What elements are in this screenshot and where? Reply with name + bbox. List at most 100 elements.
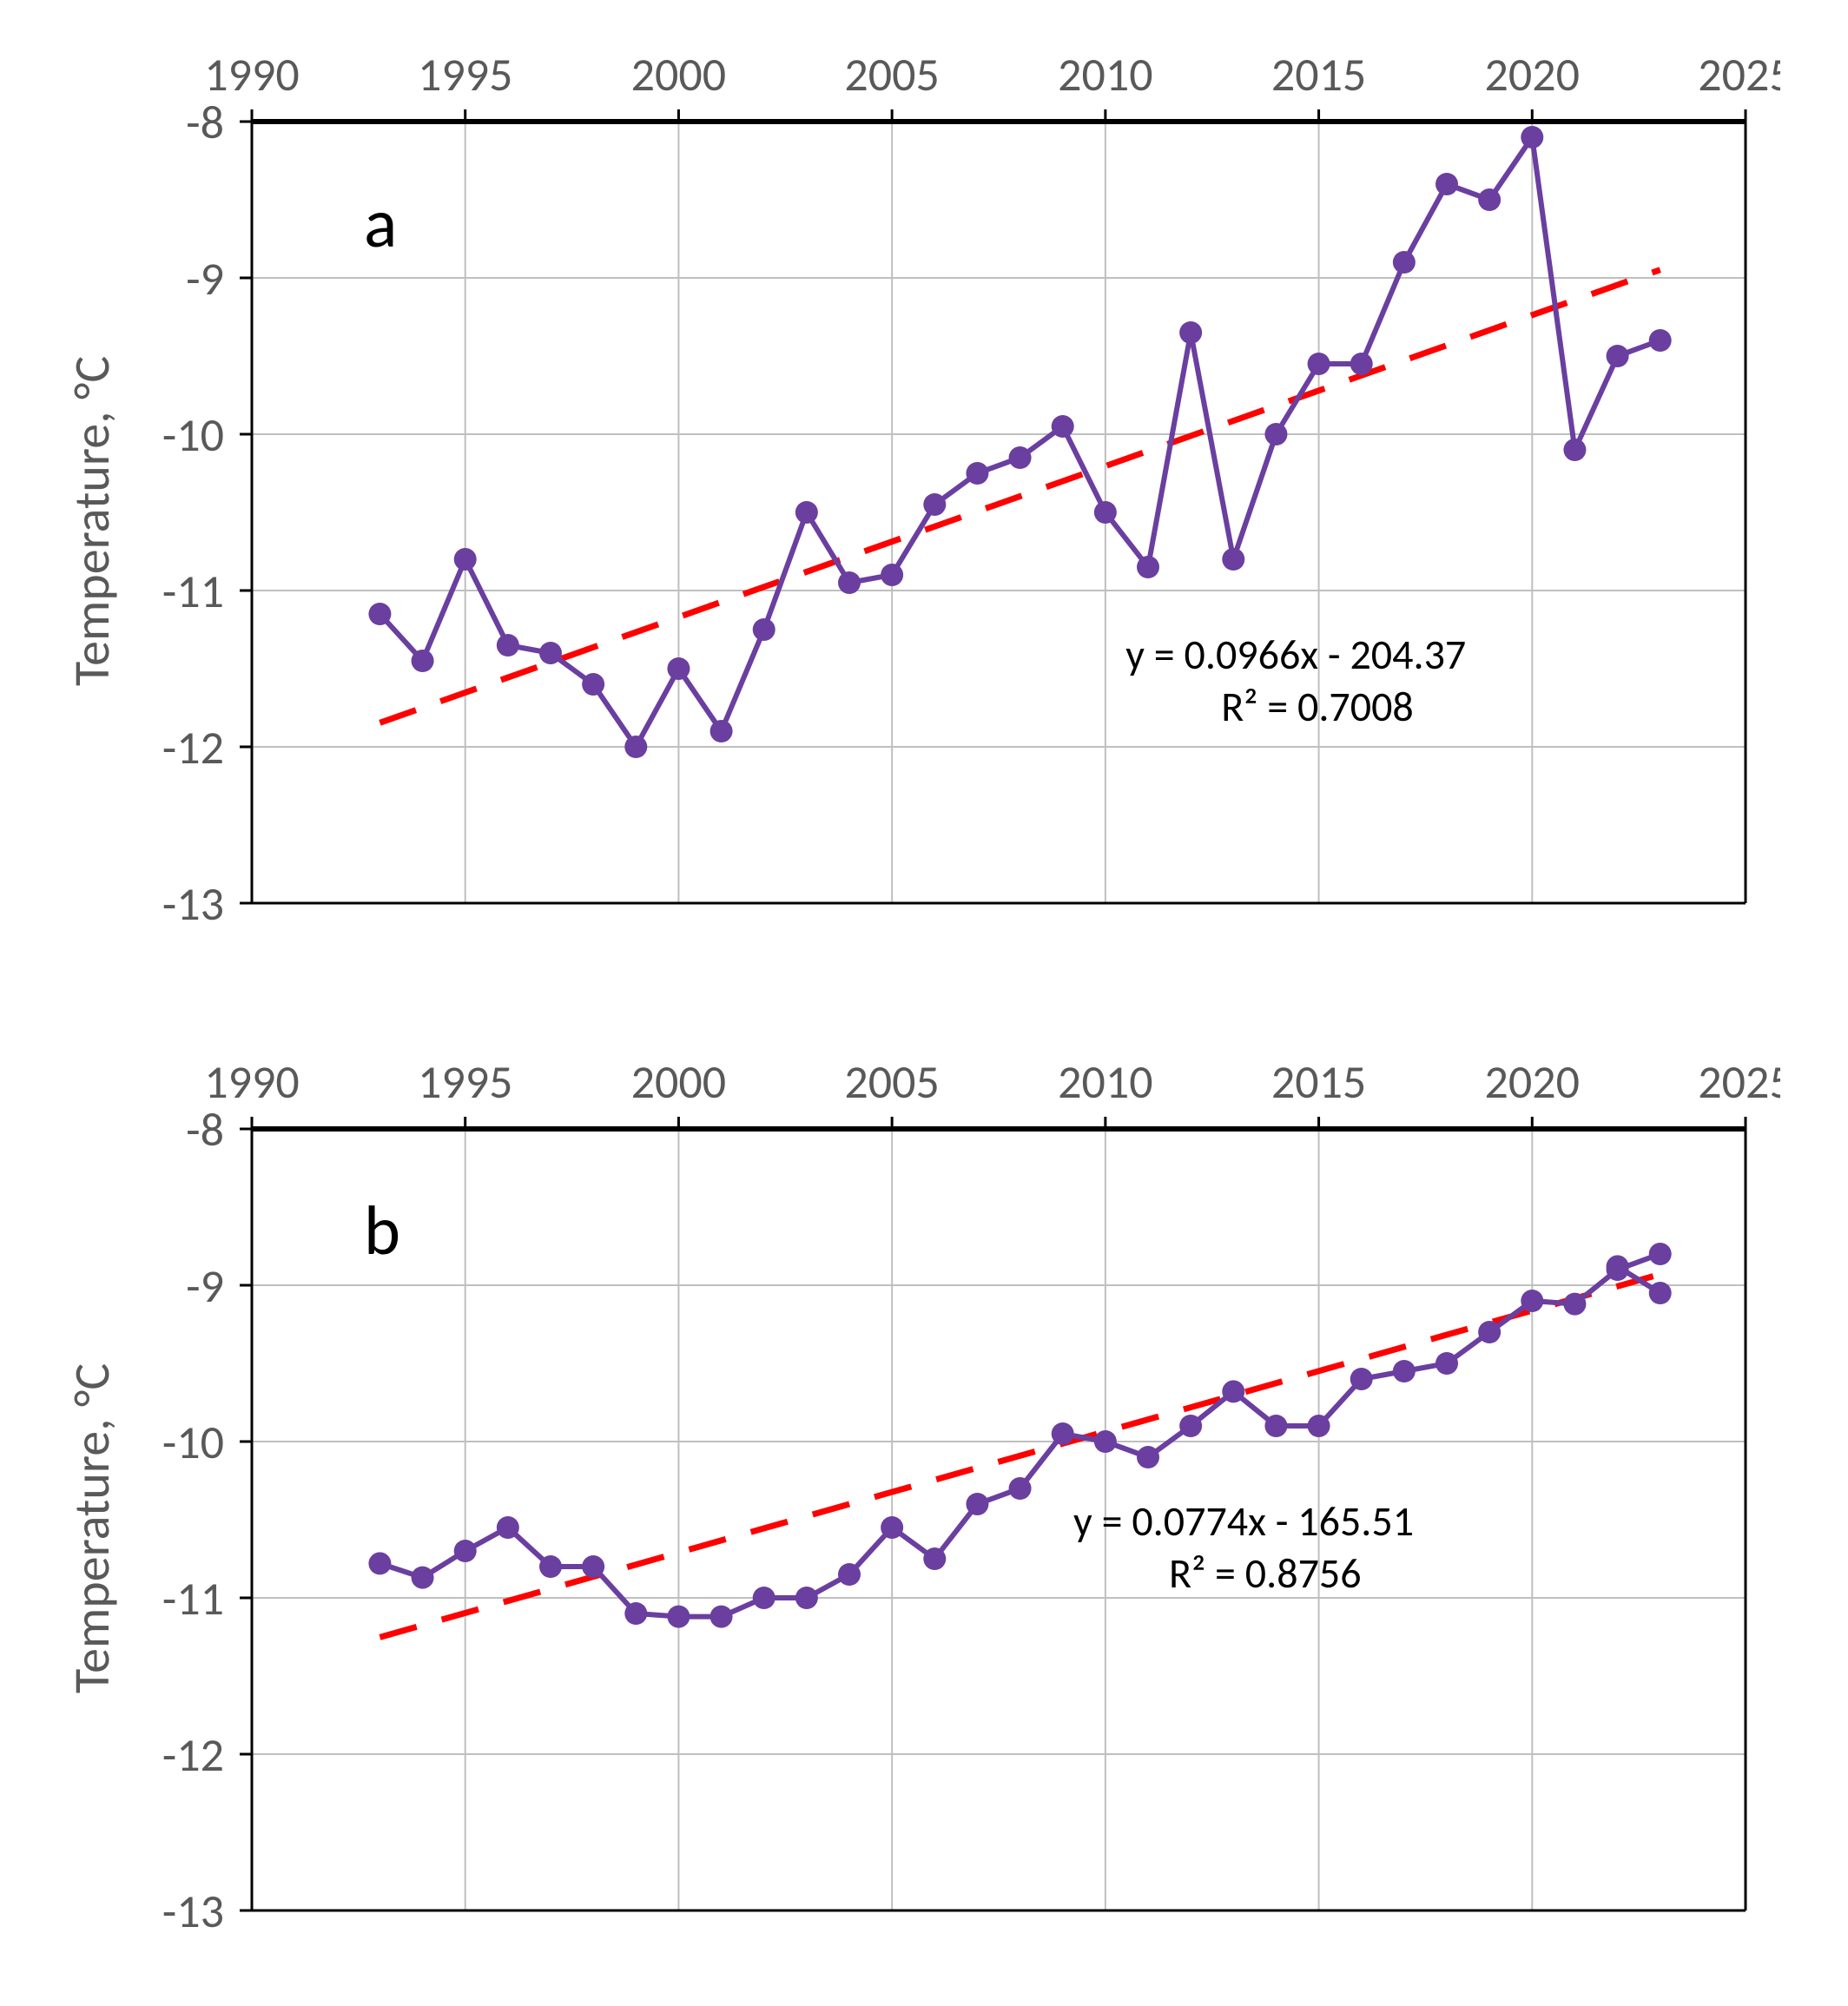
data-marker xyxy=(1009,1477,1032,1500)
data-marker xyxy=(1393,1360,1416,1382)
data-marker xyxy=(1350,1368,1373,1390)
data-marker xyxy=(497,634,519,657)
data-marker xyxy=(1350,353,1373,375)
chart-panel-b: 19901995200020052010201520202025-8-9-10-… xyxy=(78,1025,1780,1945)
data-marker xyxy=(1478,1321,1501,1343)
data-marker xyxy=(412,1567,434,1589)
y-tick-label: -13 xyxy=(162,1883,224,1940)
data-marker xyxy=(1649,329,1672,352)
data-marker xyxy=(1009,446,1032,469)
trend-equation: y = 0.0774x - 165.51R² = 0.8756 xyxy=(1073,1495,1414,1599)
y-tick-label: -12 xyxy=(162,1726,224,1784)
trend-line xyxy=(380,1274,1660,1637)
chart-panel-a: 19901995200020052010201520202025-8-9-10-… xyxy=(78,17,1780,938)
chart-a-svg: 19901995200020052010201520202025-8-9-10-… xyxy=(78,17,1780,938)
y-tick-label: -10 xyxy=(162,406,224,464)
x-tick-label: 2000 xyxy=(631,1053,726,1111)
data-marker xyxy=(667,657,690,680)
data-marker xyxy=(923,493,946,516)
data-marker xyxy=(582,1555,604,1578)
data-marker xyxy=(1222,1380,1244,1402)
data-marker xyxy=(1179,321,1202,344)
data-marker xyxy=(923,1547,946,1570)
data-marker xyxy=(838,1563,861,1586)
data-marker xyxy=(412,650,434,672)
panel-letter: a xyxy=(364,181,397,266)
data-marker xyxy=(1137,1446,1159,1468)
data-marker xyxy=(539,1555,562,1578)
data-line xyxy=(380,1254,1660,1617)
svg-text:R² = 0.8756: R² = 0.8756 xyxy=(1169,1547,1362,1599)
x-tick-label: 2020 xyxy=(1485,1053,1580,1111)
grid xyxy=(252,1129,1746,1910)
x-tick-label: 2000 xyxy=(631,46,726,103)
x-tick-label: 2005 xyxy=(844,46,939,103)
y-tick-label: -9 xyxy=(186,1257,224,1315)
data-marker xyxy=(624,736,647,758)
x-tick-label: 1995 xyxy=(418,1053,512,1111)
data-marker xyxy=(753,618,776,641)
data-marker xyxy=(966,1493,988,1515)
data-marker xyxy=(710,720,733,742)
x-tick-label: 2010 xyxy=(1058,1053,1152,1111)
data-marker xyxy=(368,603,391,625)
svg-text:R² = 0.7008: R² = 0.7008 xyxy=(1221,681,1414,732)
y-tick-label: -8 xyxy=(186,1101,224,1158)
data-marker xyxy=(795,1587,818,1609)
data-marker xyxy=(1563,439,1586,461)
data-marker xyxy=(838,571,861,594)
data-marker xyxy=(1607,345,1629,367)
data-marker xyxy=(1308,353,1330,375)
data-marker xyxy=(1563,1293,1586,1316)
data-marker xyxy=(966,462,988,485)
data-marker xyxy=(1222,548,1244,571)
data-marker xyxy=(881,1516,903,1539)
data-marker xyxy=(539,642,562,664)
y-tick-label: -11 xyxy=(162,563,224,620)
y-axis-label-b: Temperature, °C xyxy=(61,1363,122,1693)
x-tick-label: 2015 xyxy=(1271,1053,1366,1111)
data-marker xyxy=(1393,251,1416,274)
data-marker xyxy=(454,548,477,571)
data-marker xyxy=(881,564,903,586)
x-tick-label: 2015 xyxy=(1271,46,1366,103)
data-marker xyxy=(753,1587,776,1609)
y-tick-label: -13 xyxy=(162,875,224,933)
data-marker xyxy=(667,1606,690,1628)
data-marker xyxy=(1094,1430,1117,1453)
data-marker xyxy=(1436,1352,1458,1375)
x-tick-label: 2025 xyxy=(1698,46,1780,103)
data-marker xyxy=(1436,173,1458,195)
data-marker xyxy=(1264,423,1287,445)
y-tick-label: -11 xyxy=(162,1570,224,1627)
data-marker xyxy=(1094,501,1117,524)
svg-text:y = 0.0966x - 204.37: y = 0.0966x - 204.37 xyxy=(1125,629,1466,680)
data-marker xyxy=(1649,1282,1672,1304)
data-marker xyxy=(1521,1290,1543,1312)
data-marker xyxy=(624,1602,647,1625)
chart-b-svg: 19901995200020052010201520202025-8-9-10-… xyxy=(78,1025,1780,1945)
trend-equation: y = 0.0966x - 204.37R² = 0.7008 xyxy=(1125,629,1466,732)
x-tick-label: 2025 xyxy=(1698,1053,1780,1111)
data-marker xyxy=(1052,1422,1074,1445)
x-tick-label: 2010 xyxy=(1058,46,1152,103)
y-tick-label: -8 xyxy=(186,94,224,151)
x-tick-label: 2005 xyxy=(844,1053,939,1111)
data-marker xyxy=(497,1516,519,1539)
data-marker xyxy=(1607,1255,1629,1277)
x-tick-label: 2020 xyxy=(1485,46,1580,103)
data-marker xyxy=(710,1606,733,1628)
svg-text:y = 0.0774x - 165.51: y = 0.0774x - 165.51 xyxy=(1073,1495,1414,1547)
data-marker xyxy=(1179,1415,1202,1437)
y-tick-label: -9 xyxy=(186,250,224,307)
data-marker xyxy=(795,501,818,524)
data-marker xyxy=(1308,1415,1330,1437)
data-marker xyxy=(1264,1415,1287,1437)
trend-line xyxy=(380,270,1660,723)
y-tick-label: -10 xyxy=(162,1414,224,1471)
data-marker xyxy=(1478,188,1501,211)
data-marker xyxy=(454,1540,477,1562)
data-marker xyxy=(1649,1243,1672,1265)
data-marker xyxy=(1137,556,1159,578)
x-tick-label: 1995 xyxy=(418,46,512,103)
